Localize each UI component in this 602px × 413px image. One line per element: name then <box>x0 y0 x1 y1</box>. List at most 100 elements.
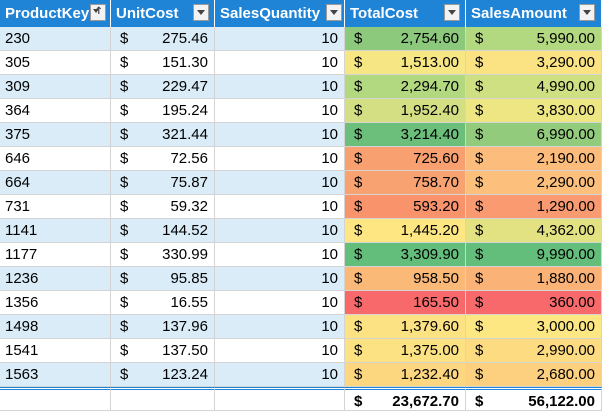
cell-totalcost[interactable]: $1,379.60 <box>345 315 466 339</box>
cell-productkey[interactable]: 1236 <box>0 267 111 291</box>
cell-salesquantity[interactable]: 10 <box>215 267 345 291</box>
cell-salesquantity[interactable]: 10 <box>215 147 345 171</box>
cell-salesamount[interactable]: $2,190.00 <box>466 147 602 171</box>
cell-totalcost[interactable]: $1,952.40 <box>345 99 466 123</box>
cell-salesamount[interactable]: $4,990.00 <box>466 75 602 99</box>
cell-salesquantity[interactable]: 10 <box>215 363 345 387</box>
cell-salesquantity[interactable]: 10 <box>215 75 345 99</box>
cell-productkey[interactable]: 1356 <box>0 291 111 315</box>
cell-totalcost[interactable]: $593.20 <box>345 195 466 219</box>
sort-filter-button[interactable]: ↑ <box>90 4 106 21</box>
totals-cell-totalcost[interactable]: $23,672.70 <box>345 387 466 411</box>
cell-unitcost[interactable]: $72.56 <box>111 147 215 171</box>
cell-unitcost[interactable]: $59.32 <box>111 195 215 219</box>
cell-unitcost[interactable]: $330.99 <box>111 243 215 267</box>
cell-value: 731 <box>5 198 31 215</box>
cell-productkey[interactable]: 309 <box>0 75 111 99</box>
cell-totalcost[interactable]: $725.60 <box>345 147 466 171</box>
filter-button[interactable] <box>193 4 209 21</box>
cell-salesamount[interactable]: $1,880.00 <box>466 267 602 291</box>
header-salesquantity[interactable]: SalesQuantity <box>215 0 345 27</box>
currency-symbol: $ <box>475 198 484 215</box>
cell-salesamount[interactable]: $3,830.00 <box>466 99 602 123</box>
cell-salesquantity[interactable]: 10 <box>215 51 345 75</box>
cell-salesquantity[interactable]: 10 <box>215 291 345 315</box>
filter-button[interactable] <box>444 4 460 21</box>
cell-unitcost[interactable]: $137.50 <box>111 339 215 363</box>
cell-salesamount[interactable]: $4,362.00 <box>466 219 602 243</box>
header-productkey[interactable]: ProductKey ↑ <box>0 0 111 27</box>
cell-totalcost[interactable]: $1,513.00 <box>345 51 466 75</box>
cell-totalcost[interactable]: $165.50 <box>345 291 466 315</box>
header-unitcost[interactable]: UnitCost <box>111 0 215 27</box>
cell-unitcost[interactable]: $95.85 <box>111 267 215 291</box>
cell-totalcost[interactable]: $958.50 <box>345 267 466 291</box>
cell-unitcost[interactable]: $75.87 <box>111 171 215 195</box>
currency-symbol: $ <box>475 222 484 239</box>
cell-salesquantity[interactable]: 10 <box>215 195 345 219</box>
cell-salesquantity[interactable]: 10 <box>215 219 345 243</box>
cell-salesquantity[interactable]: 10 <box>215 339 345 363</box>
cell-salesquantity[interactable]: 10 <box>215 123 345 147</box>
cell-value: 10 <box>321 342 338 359</box>
totals-cell-unitcost[interactable] <box>111 387 215 411</box>
cell-salesquantity[interactable]: 10 <box>215 171 345 195</box>
cell-salesamount[interactable]: $9,990.00 <box>466 243 602 267</box>
cell-salesamount[interactable]: $2,290.00 <box>466 171 602 195</box>
filter-button[interactable] <box>579 4 595 21</box>
cell-salesquantity[interactable]: 10 <box>215 27 345 51</box>
cell-unitcost[interactable]: $137.96 <box>111 315 215 339</box>
cell-unitcost[interactable]: $321.44 <box>111 123 215 147</box>
cell-productkey[interactable]: 664 <box>0 171 111 195</box>
cell-totalcost[interactable]: $2,294.70 <box>345 75 466 99</box>
cell-totalcost[interactable]: $3,309.90 <box>345 243 466 267</box>
cell-totalcost[interactable]: $2,754.60 <box>345 27 466 51</box>
cell-productkey[interactable]: 375 <box>0 123 111 147</box>
cell-productkey[interactable]: 1177 <box>0 243 111 267</box>
cell-unitcost[interactable]: $144.52 <box>111 219 215 243</box>
cell-productkey[interactable]: 1563 <box>0 363 111 387</box>
cell-unitcost[interactable]: $275.46 <box>111 27 215 51</box>
cell-productkey[interactable]: 305 <box>0 51 111 75</box>
cell-salesquantity[interactable]: 10 <box>215 99 345 123</box>
cell-value: 275.46 <box>162 30 208 47</box>
header-salesamount[interactable]: SalesAmount <box>466 0 602 27</box>
cell-productkey[interactable]: 364 <box>0 99 111 123</box>
cell-unitcost[interactable]: $123.24 <box>111 363 215 387</box>
cell-value: 1177 <box>5 246 38 263</box>
cell-salesamount[interactable]: $6,990.00 <box>466 123 602 147</box>
cell-totalcost[interactable]: $1,232.40 <box>345 363 466 387</box>
cell-totalcost[interactable]: $758.70 <box>345 171 466 195</box>
cell-value: 5,990.00 <box>536 30 595 47</box>
cell-salesamount[interactable]: $3,000.00 <box>466 315 602 339</box>
cell-salesamount[interactable]: $1,290.00 <box>466 195 602 219</box>
cell-salesamount[interactable]: $2,680.00 <box>466 363 602 387</box>
cell-unitcost[interactable]: $195.24 <box>111 99 215 123</box>
cell-unitcost[interactable]: $229.47 <box>111 75 215 99</box>
cell-salesquantity[interactable]: 10 <box>215 243 345 267</box>
header-totalcost[interactable]: TotalCost <box>345 0 466 27</box>
cell-salesamount[interactable]: $5,990.00 <box>466 27 602 51</box>
cell-productkey[interactable]: 230 <box>0 27 111 51</box>
cell-productkey[interactable]: 1541 <box>0 339 111 363</box>
cell-salesamount[interactable]: $360.00 <box>466 291 602 315</box>
currency-symbol: $ <box>354 78 363 95</box>
cell-unitcost[interactable]: $151.30 <box>111 51 215 75</box>
cell-totalcost[interactable]: $3,214.40 <box>345 123 466 147</box>
totals-cell-productkey[interactable] <box>0 387 111 411</box>
cell-productkey[interactable]: 646 <box>0 147 111 171</box>
cell-salesamount[interactable]: $3,290.00 <box>466 51 602 75</box>
cell-totalcost[interactable]: $1,375.00 <box>345 339 466 363</box>
cell-salesamount[interactable]: $2,990.00 <box>466 339 602 363</box>
totals-cell-salesamount[interactable]: $56,122.00 <box>466 387 602 411</box>
filter-button[interactable] <box>326 4 342 21</box>
cell-productkey[interactable]: 1498 <box>0 315 111 339</box>
cell-productkey[interactable]: 1141 <box>0 219 111 243</box>
cell-salesquantity[interactable]: 10 <box>215 315 345 339</box>
table-row: 1498 $137.96 10 $1,379.60 $3,000.00 <box>0 315 602 339</box>
cell-productkey[interactable]: 731 <box>0 195 111 219</box>
cell-value: 3,290.00 <box>536 54 595 71</box>
cell-totalcost[interactable]: $1,445.20 <box>345 219 466 243</box>
cell-unitcost[interactable]: $16.55 <box>111 291 215 315</box>
totals-cell-salesquantity[interactable] <box>215 387 345 411</box>
